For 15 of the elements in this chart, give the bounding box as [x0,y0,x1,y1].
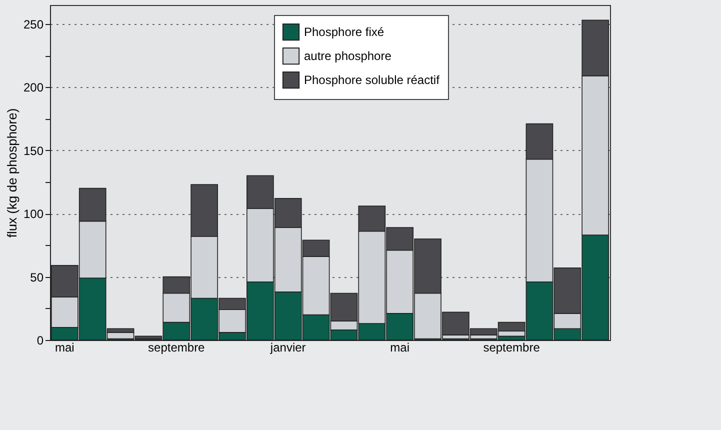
x-tick-label: septembre [483,340,540,354]
y-tick-label: 200 [23,80,44,95]
y-tick-label: 50 [30,270,44,284]
legend-label: Phosphore fixé [304,25,384,40]
x-tick-label: mai [54,340,74,354]
y-tick-label: 0 [36,334,44,348]
x-tick-label: septembre [148,340,206,354]
x-tick-label: mai [390,340,410,354]
y-tick-label: 250 [23,17,44,32]
y-axis-title: flux (kg de phosphore) [4,108,20,238]
legend-label: Phosphore soluble réactif [304,73,440,88]
y-tick-label: 100 [23,207,44,222]
x-tick-label: janvier [269,340,306,354]
legend-label: autre phosphore [304,49,392,64]
y-tick-label: 150 [23,144,44,158]
